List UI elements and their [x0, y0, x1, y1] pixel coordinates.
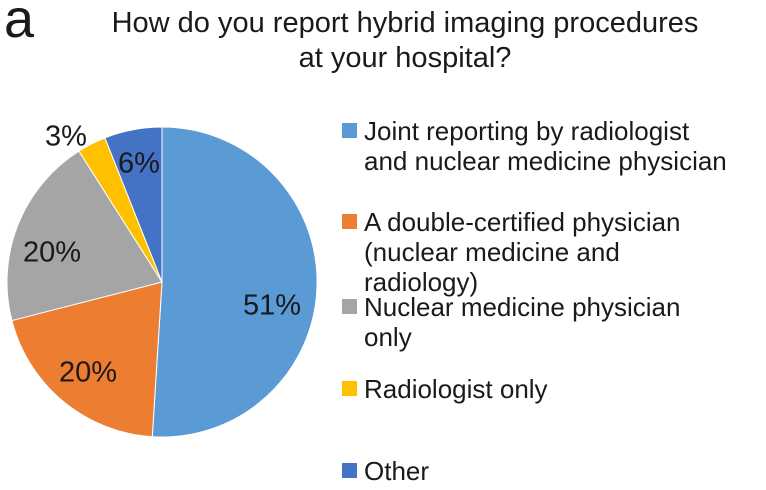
slice-label-other: 6%: [118, 147, 160, 180]
slice-label-double-certified: 20%: [58, 356, 118, 389]
legend-label: A double-certified physician (nuclear me…: [364, 207, 681, 297]
legend-label: Other: [364, 456, 430, 486]
figure-label: a: [4, 0, 35, 49]
chart-title: How do you report hybrid imaging procedu…: [111, 7, 699, 74]
legend-item-double-certified: A double-certified physician (nuclear me…: [342, 207, 762, 297]
legend-item-nuclear-medicine-only: Nuclear medicine physician only: [342, 292, 762, 352]
legend-item-radiologist-only: Radiologist only: [342, 374, 762, 404]
pie-slice: [104, 126, 163, 283]
legend-swatch-other: [342, 463, 357, 478]
slice-label-joint-reporting: 51%: [242, 289, 302, 322]
legend-swatch-joint-reporting: [342, 123, 357, 138]
legend-item-joint-reporting: Joint reporting by radiologist and nucle…: [342, 116, 762, 176]
legend-label: Nuclear medicine physician only: [364, 292, 681, 352]
pie-slice: [151, 126, 318, 438]
legend-label: Radiologist only: [364, 374, 548, 404]
pie-slice: [11, 281, 163, 438]
pie-slice: [6, 150, 163, 322]
slice-label-nuclear-medicine-only: 20%: [22, 236, 82, 269]
legend-item-other: Other: [342, 456, 762, 486]
legend-label: Joint reporting by radiologist and nucle…: [364, 116, 727, 176]
legend-swatch-double-certified: [342, 214, 357, 229]
legend-swatch-nuclear-medicine-only: [342, 299, 357, 314]
slice-label-radiologist-only: 3%: [45, 120, 87, 153]
legend: Joint reporting by radiologist and nucle…: [342, 0, 762, 490]
legend-swatch-radiologist-only: [342, 381, 357, 396]
